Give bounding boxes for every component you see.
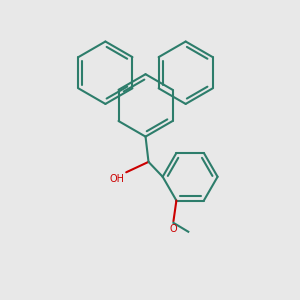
Text: OH: OH (110, 174, 125, 184)
Text: O: O (169, 224, 177, 234)
